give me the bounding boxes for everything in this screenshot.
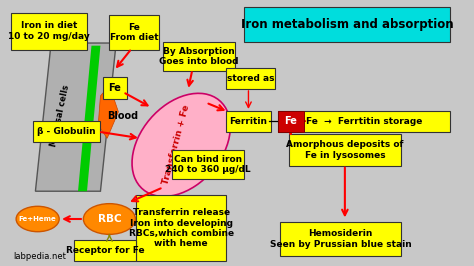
FancyBboxPatch shape [11,13,87,50]
Circle shape [83,204,136,234]
Polygon shape [78,46,100,191]
FancyBboxPatch shape [33,121,100,142]
Polygon shape [98,85,118,138]
Text: Fe  →  Ferrtitin storage: Fe → Ferrtitin storage [306,117,422,126]
Text: Fe: Fe [284,116,297,126]
Text: labpedia.net: labpedia.net [13,252,66,261]
Text: Fe+Heme: Fe+Heme [19,216,56,222]
FancyBboxPatch shape [137,195,226,261]
Text: Receptor for Fe: Receptor for Fe [65,246,144,255]
FancyBboxPatch shape [172,150,244,179]
FancyBboxPatch shape [226,110,271,132]
Text: Transferrin + Fe: Transferrin + Fe [162,104,191,186]
FancyBboxPatch shape [109,15,159,50]
Circle shape [16,206,59,232]
FancyBboxPatch shape [73,240,137,261]
FancyBboxPatch shape [103,77,128,99]
FancyBboxPatch shape [280,222,401,256]
Text: Transferrin release
Iron into developing
RBCs,which combine
with heme: Transferrin release Iron into developing… [128,208,234,248]
Text: Fe
From diet: Fe From diet [110,23,158,42]
Text: Hemosiderin
Seen by Prussian blue stain: Hemosiderin Seen by Prussian blue stain [270,229,411,248]
Text: stored as: stored as [227,74,274,83]
FancyBboxPatch shape [226,68,275,89]
Text: Fe: Fe [109,83,121,93]
Text: β - Globulin: β - Globulin [37,127,96,136]
Polygon shape [36,43,116,191]
Text: Ferritin: Ferritin [229,117,267,126]
Text: By Absorption
Goes into blood: By Absorption Goes into blood [159,47,239,66]
Ellipse shape [132,93,230,197]
Text: Iron metabolism and absorption: Iron metabolism and absorption [241,18,454,31]
Text: Can bind iron
240 to 360 μg/dL: Can bind iron 240 to 360 μg/dL [165,155,251,174]
Text: Amorphous deposits of
Fe in lysosomes: Amorphous deposits of Fe in lysosomes [286,140,404,160]
FancyBboxPatch shape [278,110,450,132]
FancyBboxPatch shape [289,134,401,166]
FancyBboxPatch shape [278,110,304,132]
FancyBboxPatch shape [163,42,235,71]
FancyBboxPatch shape [244,7,450,42]
Text: Iron in diet
10 to 20 mg/day: Iron in diet 10 to 20 mg/day [8,22,90,41]
Text: Mucosal cells: Mucosal cells [49,84,71,148]
Text: Blood: Blood [107,111,138,121]
Text: RBC: RBC [98,214,121,224]
